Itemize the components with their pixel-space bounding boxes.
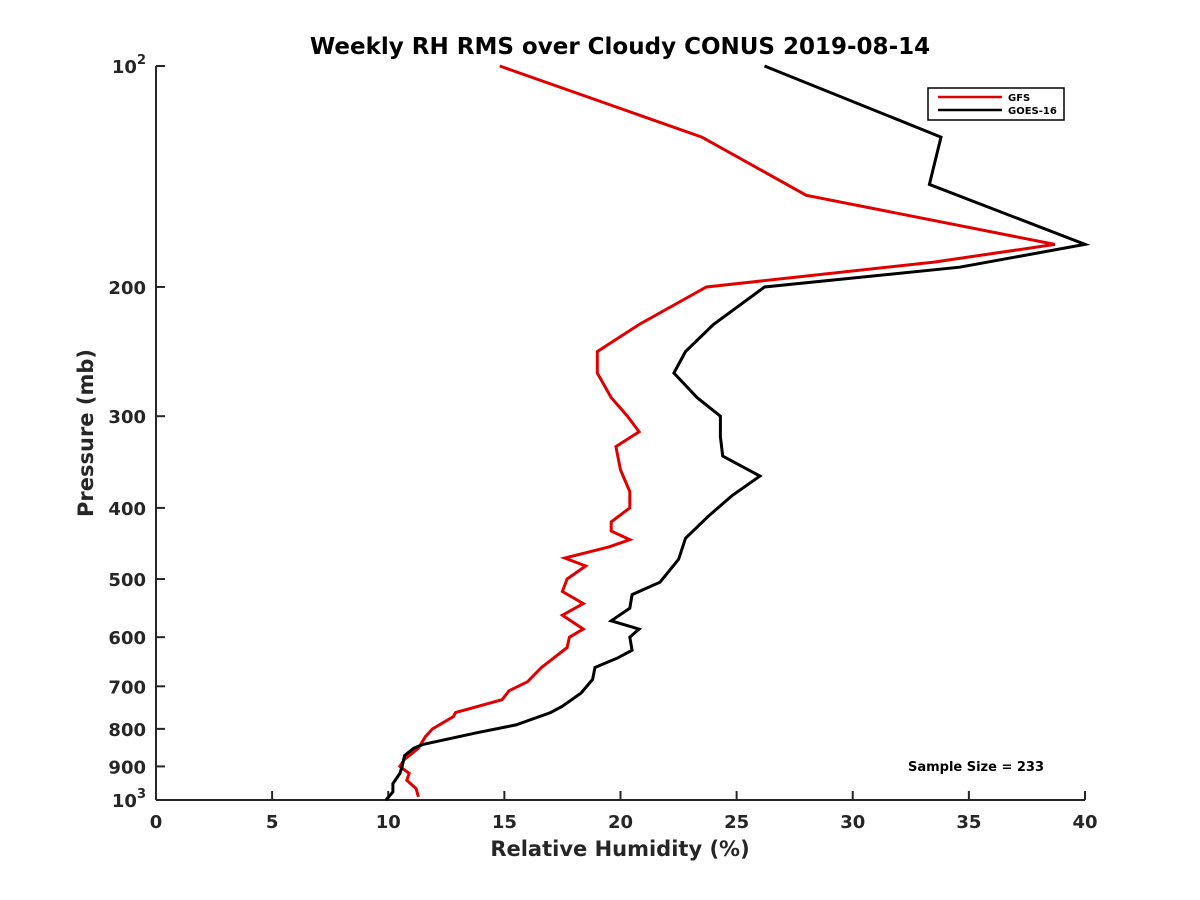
y-tick-label: 900 (108, 757, 146, 778)
y-tick-label-base: 10 (112, 57, 137, 78)
y-tick-label-base: 500 (108, 570, 146, 591)
y-tick-label-base: 900 (108, 757, 146, 778)
x-tick-label: 0 (150, 812, 163, 833)
y-tick-label: 103 (112, 787, 146, 812)
y-tick-label-exponent: 2 (137, 53, 146, 68)
y-tick-label-exponent: 3 (137, 787, 146, 802)
legend: GFS GOES-16 (927, 87, 1065, 121)
x-tick-label: 20 (608, 812, 633, 833)
y-tick-label-base: 200 (108, 278, 146, 299)
y-tick-label: 102 (112, 53, 146, 78)
y-tick-label: 400 (108, 499, 146, 520)
x-tick-label: 15 (492, 812, 517, 833)
y-tick-label: 600 (108, 628, 146, 649)
sample-size-annotation: Sample Size = 233 (908, 760, 1044, 775)
y-tick-label: 300 (108, 407, 146, 428)
legend-box (927, 87, 1065, 121)
x-tick-label: 30 (840, 812, 865, 833)
y-tick-label-base: 400 (108, 499, 146, 520)
legend-label-goes16: GOES-16 (1008, 106, 1057, 117)
y-tick-label-base: 800 (108, 720, 146, 741)
y-axis-label: Pressure (mb) (74, 349, 98, 517)
y-tick-label-base: 600 (108, 628, 146, 649)
y-tick-label: 200 (108, 278, 146, 299)
chart-title: Weekly RH RMS over Cloudy CONUS 2019-08-… (310, 34, 930, 60)
plot-area: 0 5 10 15 20 25 30 35 40 10220030040050060070080… (108, 53, 1097, 833)
x-ticks: 0 5 10 15 20 25 30 35 40 (150, 791, 1098, 833)
series-line-goes16 (384, 64, 1091, 801)
x-tick-label: 25 (724, 812, 749, 833)
x-tick-label: 35 (956, 812, 981, 833)
x-tick-label: 10 (376, 812, 401, 833)
x-tick-label: 40 (1072, 812, 1097, 833)
x-axis-label: Relative Humidity (%) (490, 837, 749, 861)
y-tick-label-base: 700 (108, 677, 146, 698)
series-lines (384, 64, 1091, 801)
y-tick-label-base: 10 (112, 791, 137, 812)
legend-label-gfs: GFS (1008, 93, 1030, 104)
y-tick-label-base: 300 (108, 407, 146, 428)
y-tick-label: 700 (108, 677, 146, 698)
series-line-gfs (397, 64, 1056, 798)
y-tick-label: 800 (108, 720, 146, 741)
x-tick-label: 5 (266, 812, 279, 833)
y-tick-label: 500 (108, 570, 146, 591)
